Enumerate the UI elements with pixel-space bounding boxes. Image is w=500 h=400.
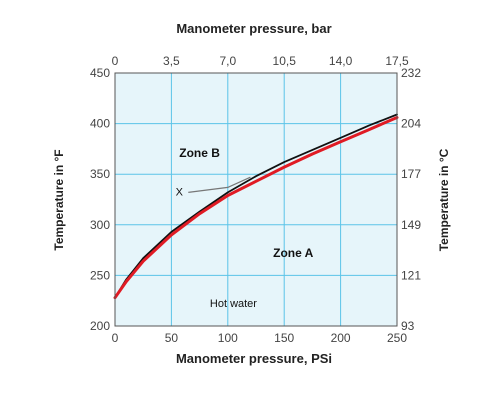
x-tick-label: 200 — [331, 331, 351, 345]
annotation-hot-water: Hot water — [210, 298, 257, 310]
right-tick-label: 232 — [401, 66, 421, 80]
top-tick-label: 7,0 — [219, 54, 236, 68]
top-tick-label: 10,5 — [273, 54, 297, 68]
right-tick-label: 177 — [401, 167, 421, 181]
plot-frame — [114, 72, 398, 327]
y-tick-label: 350 — [90, 167, 110, 181]
right-tick-label: 149 — [401, 218, 421, 232]
annotations: Zone B Zone A X Hot water — [176, 146, 314, 310]
y-axis-title: Temperature in °F — [52, 149, 66, 250]
x-axis-title: Manometer pressure, PSi — [176, 351, 332, 366]
right-axis-title: Temperature in °C — [437, 148, 451, 251]
series-group — [113, 113, 399, 300]
annotation-x: X — [176, 186, 184, 198]
x-tick-label: 0 — [112, 331, 119, 345]
series-line-black — [114, 113, 398, 299]
x-marker-line — [188, 176, 251, 193]
right-tick-label: 93 — [401, 319, 415, 333]
y-tick-label: 250 — [90, 268, 110, 282]
right-tick-label: 204 — [401, 117, 421, 131]
annotation-zone-b: Zone B — [179, 146, 220, 160]
axes-frame — [114, 72, 398, 327]
tick-labels: 0 50 100 150 200 250 0 3,5 7,0 10,5 14,0 17,5 200 250… — [90, 54, 421, 345]
grid — [115, 73, 397, 326]
annotation-zone-a: Zone A — [273, 246, 314, 260]
plot-background — [115, 73, 397, 326]
top-tick-label: 14,0 — [329, 54, 353, 68]
top-tick-label: 3,5 — [163, 54, 180, 68]
x-tick-label: 150 — [274, 331, 294, 345]
top-tick-label: 17,5 — [385, 54, 409, 68]
y-tick-label: 200 — [90, 319, 110, 333]
y-tick-label: 450 — [90, 66, 110, 80]
x-tick-label: 250 — [387, 331, 407, 345]
top-axis-title: Manometer pressure, bar — [176, 21, 331, 36]
series-line-red — [113, 116, 399, 300]
x-tick-label: 50 — [165, 331, 179, 345]
top-tick-label: 0 — [112, 54, 119, 68]
x-tick-label: 100 — [218, 331, 238, 345]
y-tick-label: 400 — [90, 117, 110, 131]
plot-area — [115, 73, 397, 326]
y-tick-label: 300 — [90, 218, 110, 232]
right-tick-label: 121 — [401, 268, 421, 282]
